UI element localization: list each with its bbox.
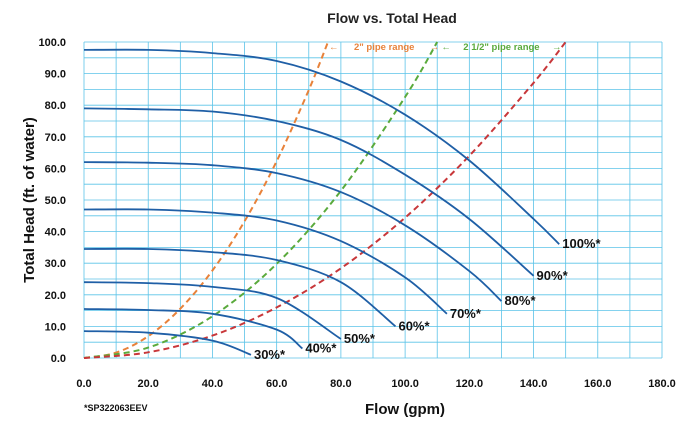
y-tick-label: 60.0	[45, 163, 66, 175]
x-tick-label: 140.0	[520, 378, 548, 390]
y-tick-label: 0.0	[51, 353, 66, 365]
curve-label: 40%*	[305, 341, 337, 356]
x-tick-label: 160.0	[584, 378, 612, 390]
x-tick-label: 40.0	[202, 378, 223, 390]
x-axis-label: Flow (gpm)	[365, 401, 445, 418]
curve-label: 90%*	[537, 268, 569, 283]
pump-curve	[83, 107, 535, 277]
pipe-range-labels: ← 2" pipe range → ← 2 1/2" pipe range →	[329, 42, 561, 53]
y-tick-label: 70.0	[45, 132, 66, 144]
chart-title: Flow vs. Total Head	[327, 10, 457, 26]
x-tick-label: 80.0	[330, 378, 351, 390]
pump-curve	[83, 208, 448, 315]
x-tick-label: 100.0	[391, 378, 419, 390]
arrow-right-icon: →	[430, 42, 440, 53]
x-tick-label: 180.0	[648, 378, 676, 390]
y-axis-label: Total Head (ft. of water)	[21, 117, 38, 283]
system-curve	[83, 41, 329, 359]
pump-curve	[83, 247, 397, 328]
curve-label: 100%*	[562, 236, 601, 251]
curve-label: 70%*	[450, 306, 482, 321]
arrow-left-icon: ←	[329, 42, 339, 53]
x-tick-labels: 0.0 20.0 40.0 60.0 80.0 100.0 120.0 140.0 160.0 1…	[76, 378, 675, 390]
y-tick-labels: 0.0 10.0 20.0 30.0 40.0 50.0 60.0 70.0 80.0 90.0 1…	[38, 37, 66, 365]
x-tick-label: 60.0	[266, 378, 287, 390]
curve-label: 80%*	[504, 293, 536, 308]
pump-curve	[83, 308, 303, 350]
y-tick-label: 30.0	[45, 258, 66, 270]
system-curves	[83, 41, 567, 359]
pump-curves	[83, 48, 560, 356]
pump-curve	[83, 281, 342, 340]
y-tick-label: 40.0	[45, 227, 66, 239]
x-tick-label: 120.0	[456, 378, 484, 390]
pipe-range-label: 2 1/2" pipe range	[463, 42, 539, 53]
pump-curve	[83, 48, 560, 245]
y-tick-label: 50.0	[45, 195, 66, 207]
y-tick-label: 100.0	[38, 37, 66, 49]
footnote: *SP322063EEV	[84, 403, 148, 413]
arrow-left-icon: ←	[441, 42, 451, 53]
curve-label: 50%*	[344, 331, 376, 346]
x-tick-label: 20.0	[138, 378, 159, 390]
system-curve	[83, 41, 439, 359]
curve-label: 60%*	[398, 318, 430, 333]
y-tick-label: 90.0	[45, 69, 66, 81]
curve-label: 30%*	[254, 347, 286, 362]
y-tick-label: 80.0	[45, 100, 66, 112]
pump-curve	[83, 330, 252, 356]
x-tick-label: 0.0	[76, 378, 91, 390]
pipe-range-label: 2" pipe range	[354, 42, 414, 53]
y-tick-label: 20.0	[45, 290, 66, 302]
arrow-right-icon: →	[552, 42, 562, 53]
pump-curve	[83, 161, 503, 302]
y-tick-label: 10.0	[45, 321, 66, 333]
grid	[83, 41, 663, 359]
curve-labels: 100%* 90%*80%* 70%* 60%* 50%* 40%* 30%*	[254, 236, 602, 362]
